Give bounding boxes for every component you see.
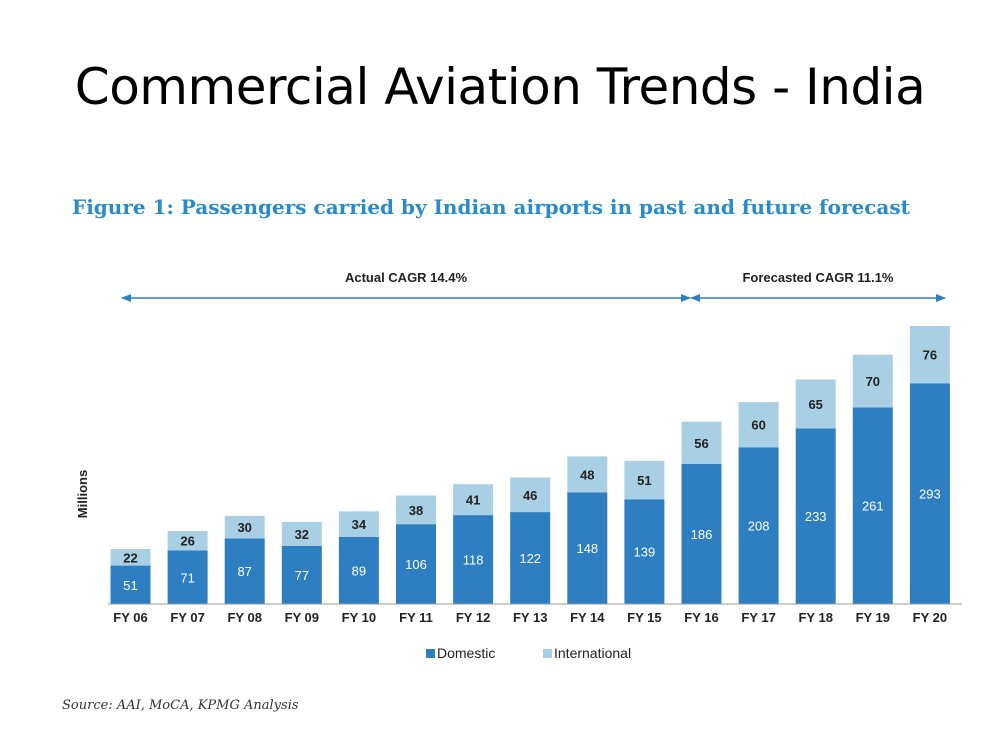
bar-domestic xyxy=(510,512,551,604)
legend-label: International xyxy=(554,645,631,661)
bar-domestic xyxy=(852,407,893,604)
label-domestic: 51 xyxy=(123,578,137,593)
legend: Domestic International xyxy=(426,645,631,661)
label-international: 60 xyxy=(751,418,765,433)
bar-domestic xyxy=(624,499,665,604)
label-domestic: 122 xyxy=(519,551,541,566)
label-domestic: 118 xyxy=(463,553,484,568)
label-domestic: 261 xyxy=(862,499,884,514)
x-tick-label: FY 07 xyxy=(170,610,204,625)
bar-international xyxy=(795,379,836,429)
y-axis-label: Millions xyxy=(75,470,90,518)
label-domestic: 148 xyxy=(576,541,598,556)
bar-international xyxy=(396,495,436,525)
label-domestic: 293 xyxy=(919,487,941,502)
label-domestic: 77 xyxy=(295,568,309,583)
label-domestic: 233 xyxy=(805,509,827,524)
label-domestic: 139 xyxy=(634,545,656,560)
legend-swatch xyxy=(426,649,435,658)
x-tick-label: FY 14 xyxy=(570,610,605,625)
bar-domestic xyxy=(795,428,836,604)
bar-domestic xyxy=(224,538,265,604)
x-tick-label: FY 15 xyxy=(627,610,661,625)
label-international: 26 xyxy=(180,534,194,549)
x-tick-label: FY 16 xyxy=(684,610,718,625)
label-international: 30 xyxy=(237,520,251,535)
label-domestic: 106 xyxy=(405,557,427,572)
label-domestic: 186 xyxy=(691,527,713,542)
bar-international xyxy=(681,421,722,464)
label-international: 34 xyxy=(352,517,367,532)
x-tick-label: FY 20 xyxy=(913,610,947,625)
x-tick-label: FY 12 xyxy=(456,610,490,625)
x-tick-label: FY 18 xyxy=(798,610,832,625)
label-international: 41 xyxy=(466,493,480,508)
x-tick-label: FY 11 xyxy=(399,610,433,625)
bar-domestic xyxy=(567,492,608,604)
label-international: 70 xyxy=(866,374,880,389)
x-tick-label: FY 17 xyxy=(741,610,775,625)
x-tick-label: FY 10 xyxy=(342,610,376,625)
x-tick-label: FY 19 xyxy=(856,610,890,625)
cagr-label: Forecasted CAGR 11.1% xyxy=(742,270,893,285)
label-domestic: 208 xyxy=(748,519,770,534)
bar-domestic xyxy=(338,536,379,604)
bar-domestic xyxy=(453,515,494,604)
label-international: 51 xyxy=(637,473,651,488)
label-international: 56 xyxy=(694,436,708,451)
cagr-label: Actual CAGR 14.4% xyxy=(345,270,468,285)
bar-domestic xyxy=(167,550,208,604)
bar-international xyxy=(567,456,608,493)
figure-title: Figure 1: Passengers carried by Indian a… xyxy=(72,195,910,219)
x-tick-labels: FY 06 FY 07 FY 08 FY 09 FY 10 FY 11 FY 12 FY 13… xyxy=(113,610,947,625)
label-international: 38 xyxy=(409,503,423,518)
x-tick-label: FY 08 xyxy=(227,610,261,625)
label-international: 46 xyxy=(523,488,537,503)
legend-swatch xyxy=(543,649,552,658)
bar-international xyxy=(224,515,265,539)
bar-international xyxy=(453,484,494,516)
bar-domestic xyxy=(281,545,322,604)
x-tick-label: FY 06 xyxy=(113,610,147,625)
label-international: 48 xyxy=(580,467,594,482)
bar-domestic xyxy=(909,383,950,604)
bar-domestic xyxy=(681,463,722,604)
bar-international xyxy=(738,402,779,448)
bar-international xyxy=(110,549,151,566)
bar-international xyxy=(510,477,551,513)
label-international: 22 xyxy=(123,550,137,565)
bar-international xyxy=(852,354,893,408)
bar-domestic xyxy=(396,524,436,604)
legend-label: Domestic xyxy=(437,645,495,661)
label-international: 32 xyxy=(295,527,309,542)
slide-title: Commercial Aviation Trends - India xyxy=(74,58,926,116)
x-tick-label: FY 13 xyxy=(513,610,547,625)
bar-international xyxy=(281,521,322,546)
label-domestic: 87 xyxy=(237,564,251,579)
x-tick-label: FY 09 xyxy=(285,610,319,625)
label-international: 65 xyxy=(808,397,822,412)
bar-international xyxy=(624,460,665,500)
bar-international xyxy=(167,530,208,551)
bar-international xyxy=(909,326,950,384)
bar-domestic xyxy=(110,565,151,604)
bar-domestic xyxy=(738,447,779,604)
bars-group: 51 22 71 26 87 30 77 32 89 34 106 38 118 41 122 46 148 48… xyxy=(110,326,950,604)
label-domestic: 71 xyxy=(180,570,194,585)
cagr-annotations: Actual CAGR 14.4% Forecasted CAGR 11.1% xyxy=(121,270,946,302)
bar-international xyxy=(338,511,379,537)
figure-source: Source: AAI, MoCA, KPMG Analysis xyxy=(62,698,299,713)
label-international: 76 xyxy=(923,348,937,363)
label-domestic: 89 xyxy=(352,563,366,578)
